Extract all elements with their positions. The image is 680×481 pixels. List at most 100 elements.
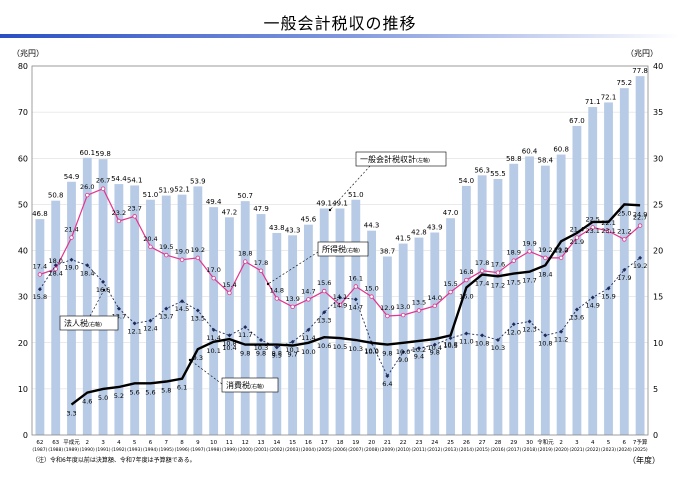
corporate-callout-pointer xyxy=(102,288,106,292)
corporate-tax-point xyxy=(306,327,311,332)
consumption-tax-value-label: 5.0 xyxy=(98,394,108,402)
income-tax-value-label: 21.4 xyxy=(570,226,584,234)
x-tick-year: (2012) xyxy=(427,447,442,453)
x-tick-label: 6 xyxy=(623,440,627,446)
consumption-tax-value-label: 10.3 xyxy=(349,345,363,353)
bar-value-label: 56.3 xyxy=(474,166,490,174)
x-tick-year: (1990) xyxy=(80,447,95,453)
bar-value-label: 43.3 xyxy=(285,226,301,234)
income-tax-point xyxy=(132,214,137,219)
corporate-tax-point xyxy=(148,318,153,323)
bar-value-label: 53.9 xyxy=(190,177,206,185)
right-tick-label: 40 xyxy=(653,62,663,71)
total-callout-text: 一般会計税収計(左軸) xyxy=(360,154,430,164)
income-tax-point xyxy=(227,290,232,296)
corporate-tax-value-label: 9.5 xyxy=(272,351,282,359)
left-tick-label: 30 xyxy=(18,293,28,302)
corporate-tax-point xyxy=(385,373,390,378)
x-tick-label: 26 xyxy=(463,440,470,446)
plot-frame xyxy=(31,65,649,436)
bar-total xyxy=(461,185,471,435)
x-tick-label: 2 xyxy=(86,440,90,446)
bar-total xyxy=(414,237,424,435)
consumption-tax-value-label: 9.8 xyxy=(240,350,250,358)
corporate-tax-point xyxy=(227,333,232,338)
bar-value-label: 55.5 xyxy=(490,170,506,178)
income-tax-value-label: 19.5 xyxy=(159,243,173,251)
corporate-tax-point xyxy=(69,257,74,262)
bar-total xyxy=(319,208,329,435)
income-tax-point xyxy=(85,192,90,198)
consumption-callout-text: 消費税(右軸) xyxy=(226,380,264,390)
right-tick-label: 20 xyxy=(653,247,663,256)
consumption-tax-value-label: 10.4 xyxy=(222,344,236,352)
x-tick-label: 平成元 xyxy=(63,438,80,446)
income-tax-point xyxy=(274,296,280,301)
income-tax-value-label: 16.1 xyxy=(349,274,363,282)
consumption-tax-value-label: 3.3 xyxy=(66,410,76,418)
bar-value-label: 54.4 xyxy=(111,175,127,183)
corporate-tax-point xyxy=(322,310,327,315)
bar-total xyxy=(67,181,76,435)
income-tax-value-label: 26.7 xyxy=(96,177,110,185)
bar-total xyxy=(98,159,108,436)
bar-total xyxy=(367,230,377,435)
consumption-tax-value-label: 17.4 xyxy=(475,279,489,287)
total-callout-pointer xyxy=(328,208,332,212)
x-tick-label: 11 xyxy=(226,440,233,446)
x-tick-label: 8 xyxy=(180,440,184,446)
corporate-tax-value-label: 13.7 xyxy=(112,313,126,321)
income-tax-value-label: 14.1 xyxy=(333,293,347,301)
corporate-tax-value-label: 10.5 xyxy=(443,342,457,350)
income-tax-value-label: 17.8 xyxy=(254,259,268,267)
consumption-tax-value-label: 10.5 xyxy=(333,343,347,351)
corporate-tax-point xyxy=(622,267,627,272)
bar-total xyxy=(556,154,566,435)
bar-total xyxy=(509,163,519,435)
bar-value-label: 47.0 xyxy=(443,209,459,217)
left-tick-label: 50 xyxy=(18,200,28,209)
x-tick-year: (2005) xyxy=(317,447,332,453)
bar-total xyxy=(604,102,613,435)
consumption-tax-value-label: 10.0 xyxy=(301,348,315,356)
x-tick-year: (2008) xyxy=(364,447,379,453)
x-tick-year: (1989) xyxy=(64,447,79,453)
income-tax-point xyxy=(195,255,201,261)
corporate-tax-point xyxy=(290,339,295,344)
bar-value-label: 54.1 xyxy=(127,176,143,184)
x-tick-year: (1999) xyxy=(222,447,237,453)
corporate-callout-box xyxy=(59,315,119,331)
x-tick-label: 29 xyxy=(510,440,517,446)
corporate-tax-value-label: 10.8 xyxy=(538,339,552,347)
bar-total xyxy=(588,107,598,436)
x-tick-year: (2009) xyxy=(380,447,395,453)
bar-value-label: 72.1 xyxy=(601,93,617,101)
bar-value-label: 51.0 xyxy=(348,191,364,199)
x-tick-label: 23 xyxy=(415,440,422,446)
income-tax-value-label: 19.2 xyxy=(191,246,205,254)
consumption-tax-value-label: 9.7 xyxy=(287,351,297,359)
right-tick-label: 0 xyxy=(653,431,658,440)
corporate-tax-value-label: 13.7 xyxy=(159,313,173,321)
corporate-tax-point xyxy=(259,337,264,342)
bar-value-label: 41.5 xyxy=(395,235,411,243)
left-tick-label: 10 xyxy=(18,385,28,394)
bar-total xyxy=(130,185,140,435)
corporate-tax-value-label: 12.1 xyxy=(127,327,141,335)
income-tax-point xyxy=(164,252,169,258)
bar-value-label: 49.4 xyxy=(206,198,222,206)
bar-total xyxy=(209,207,219,435)
x-tick-label: 62 xyxy=(36,440,43,446)
corporate-tax-point xyxy=(401,349,406,354)
income-tax-value-label: 12.9 xyxy=(380,304,394,312)
bar-value-label: 75.2 xyxy=(617,79,633,87)
income-callout-box xyxy=(317,241,369,257)
income-tax-value-label: 22.1 xyxy=(601,219,615,227)
x-tick-year: (2025) xyxy=(633,447,648,453)
corporate-tax-value-label: 9.4 xyxy=(414,352,424,360)
bar-total xyxy=(146,199,155,435)
bar-value-label: 60.1 xyxy=(79,149,95,157)
income-tax-point xyxy=(479,268,485,273)
corporate-tax-point xyxy=(559,329,564,334)
consumption-tax-value-label: 5.8 xyxy=(161,386,171,394)
